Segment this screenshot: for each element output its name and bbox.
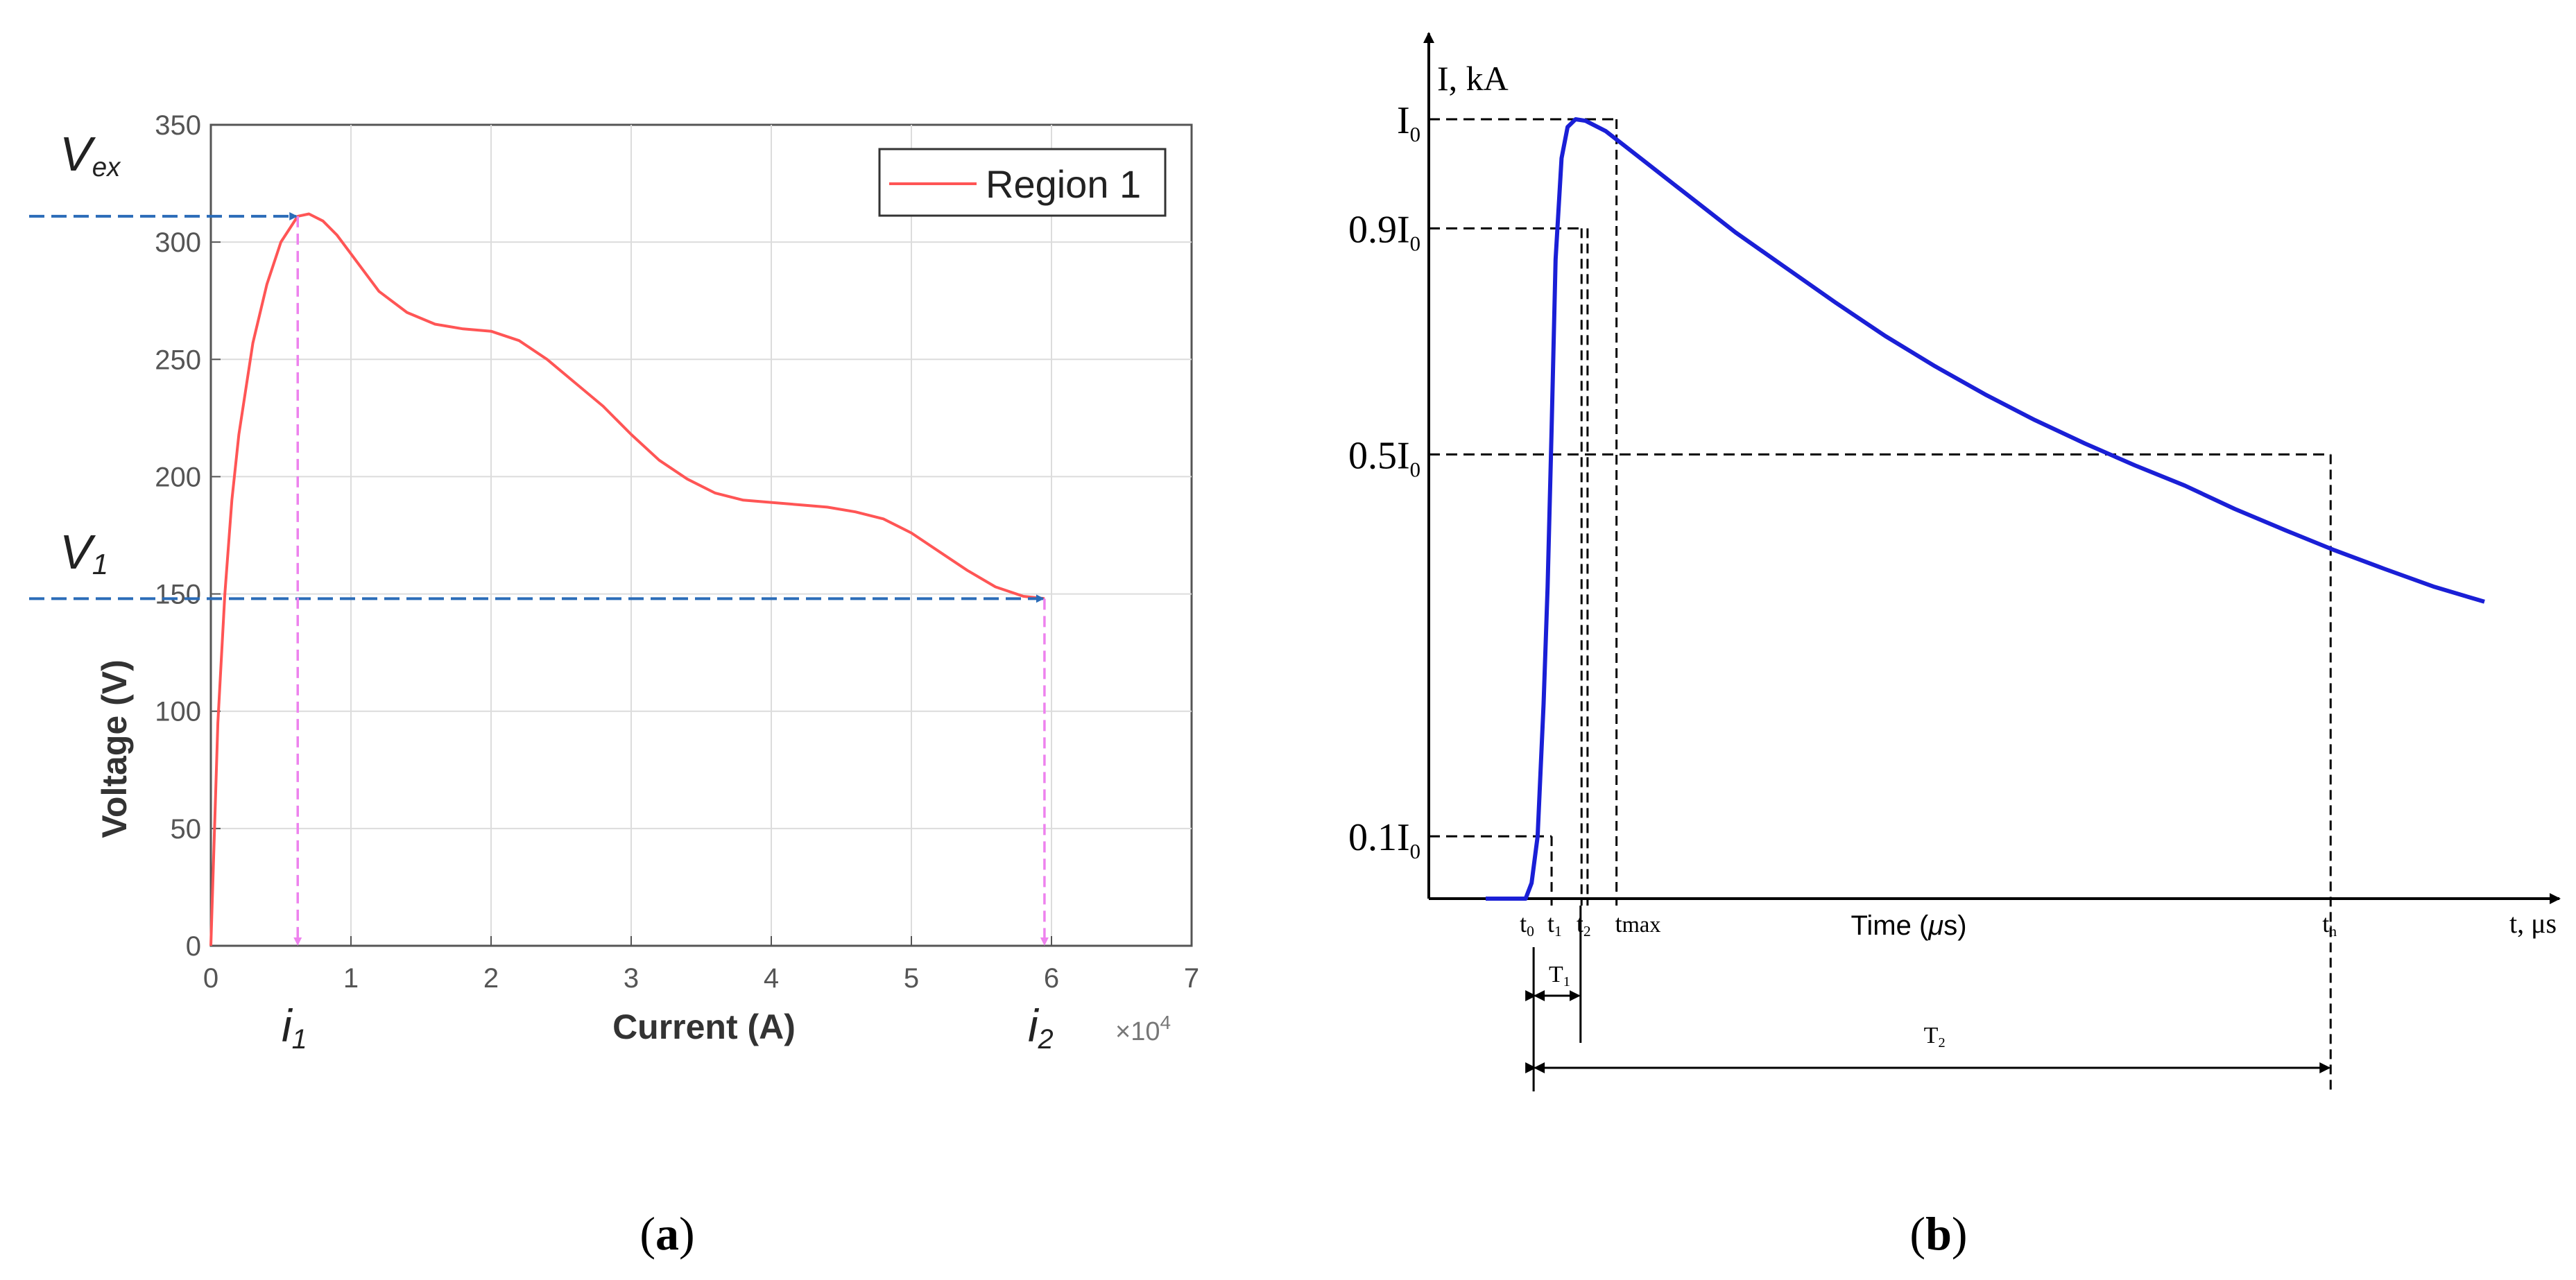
caption-b: (b): [1909, 1207, 1967, 1260]
label-V-1-sub: 1: [92, 548, 108, 580]
span-arrowhead-left-0: [1534, 990, 1545, 1001]
series-line-region-1: [209, 212, 1045, 946]
tick-y-label-350: 350: [155, 110, 201, 141]
span-label-T1-sub: 1: [1563, 974, 1570, 989]
level-label-0-5I0-main: I: [1397, 434, 1410, 477]
curve-b: [1486, 117, 2485, 901]
tick-x-label-5: 5: [904, 963, 919, 994]
time-label-t1: t1: [1547, 910, 1562, 940]
guides-b: [1429, 118, 2332, 1091]
time-label-t2-sub: 2: [1583, 923, 1591, 940]
tick-x-label-6: 6: [1044, 963, 1059, 994]
span-label-T2-sub: 2: [1938, 1035, 1945, 1050]
time-label-th-sub: h: [2329, 923, 2337, 940]
time-label-th-main: t: [2322, 910, 2329, 937]
xlabel-mu: μ: [1927, 910, 1943, 941]
time-label-t0-main: t: [1520, 910, 1527, 937]
span-arrowhead-left-1: [1534, 1062, 1545, 1073]
ticks-a: 0 1 2 3 4 5 6 7 0 50 100 150 200 250 300 350: [155, 110, 1199, 994]
span-label-T1: T1: [1549, 962, 1570, 989]
legend-label: Region 1: [986, 162, 1141, 206]
label-V-ex-main: V: [60, 127, 96, 181]
series-line-current: [1486, 117, 2485, 901]
time-label-tmax-main: t: [1615, 910, 1622, 937]
level-label-0-1I0: 0.1I0: [1348, 816, 1420, 863]
tick-y-label-150: 150: [155, 580, 201, 610]
tick-y-label-50: 50: [171, 814, 202, 845]
level-label-0-5I0-prefix: 0.5: [1348, 434, 1397, 477]
tick-x-label-4: 4: [764, 963, 779, 994]
label-V-1: V1: [60, 525, 108, 580]
time-label-t1-sub: 1: [1554, 923, 1562, 940]
time-label-t0-sub: 0: [1527, 923, 1534, 940]
span-label-T2: T2: [1924, 1023, 1946, 1050]
level-label-0-1I0-main: I: [1397, 816, 1410, 859]
multiplier-base: ×10: [1115, 1017, 1160, 1046]
tick-x-label-3: 3: [624, 963, 639, 994]
tick-x-label-0: 0: [203, 963, 218, 994]
level-label-0-1I0-sub: 0: [1410, 840, 1420, 863]
label-i-1-sub: 1: [292, 1024, 307, 1055]
x-multiplier-a: ×104: [1115, 1012, 1171, 1046]
level-label-I0-main: I: [1397, 99, 1410, 142]
level-label-0-9I0: 0.9I0: [1348, 208, 1420, 255]
span-label-T1-main: T: [1549, 962, 1563, 987]
tick-x-label-7: 7: [1184, 963, 1199, 994]
caption-a-letter: a: [655, 1207, 679, 1260]
time-label-t2: t2: [1577, 910, 1591, 940]
multiplier-exp: 4: [1160, 1012, 1171, 1033]
label-i-1-main: i: [282, 1000, 293, 1051]
time-label-t1-main: t: [1547, 910, 1554, 937]
level-label-0-9I0-prefix: 0.9: [1348, 208, 1397, 251]
label-V-1-main: V: [60, 525, 96, 579]
label-i-2-sub: 2: [1038, 1024, 1054, 1055]
tick-y-label-100: 100: [155, 697, 201, 727]
plot-area-a: [209, 123, 1193, 947]
level-label-0-5I0: 0.5I0: [1348, 434, 1420, 481]
level-label-I0: I0: [1397, 99, 1420, 146]
time-label-tmax-sub: max: [1622, 913, 1661, 937]
x-axis-label-b: Time (μs): [1851, 910, 1966, 941]
label-V-ex-sub: ex: [92, 153, 121, 182]
level-label-0-1I0-prefix: 0.1: [1348, 816, 1397, 859]
curve-a: [209, 212, 1045, 946]
label-i-1: i1: [282, 1000, 307, 1055]
tick-x-label-1: 1: [343, 963, 359, 994]
caption-b-letter: b: [1925, 1207, 1952, 1260]
level-label-I0-sub: 0: [1410, 123, 1420, 146]
y-axis-label-a: Voltage (V): [95, 659, 134, 838]
level-label-0-5I0-sub: 0: [1410, 458, 1420, 481]
xlabel-part1: Time (: [1851, 910, 1929, 941]
label-V-ex: Vex: [60, 127, 121, 182]
span-label-T2-main: T: [1924, 1023, 1939, 1048]
label-i-2-main: i: [1028, 1000, 1040, 1051]
grid-a: [211, 125, 1192, 946]
tick-y-label-0: 0: [186, 931, 201, 962]
label-i-2: i2: [1028, 1000, 1054, 1055]
x-axis-label-a: Current (A): [612, 1007, 796, 1046]
x-axis-end-label-b: t, μs: [2509, 908, 2557, 939]
tick-y-label-200: 200: [155, 462, 201, 492]
tick-y-label-250: 250: [155, 345, 201, 375]
level-label-0-9I0-sub: 0: [1410, 232, 1420, 255]
time-label-th: th: [2322, 910, 2337, 940]
legend-a: Region 1: [878, 148, 1167, 217]
tick-x-label-2: 2: [483, 963, 499, 994]
caption-a: (a): [639, 1207, 694, 1260]
y-axis-label-b: I, kA: [1437, 59, 1509, 98]
time-label-tmax: tmax: [1615, 910, 1661, 937]
time-label-t0: t0: [1520, 910, 1534, 940]
level-label-0-9I0-main: I: [1397, 208, 1410, 251]
axes-b: [1423, 32, 2561, 904]
tick-y-label-300: 300: [155, 227, 201, 258]
time-label-t2-main: t: [1577, 910, 1583, 937]
xlabel-part2: s): [1943, 910, 1966, 941]
